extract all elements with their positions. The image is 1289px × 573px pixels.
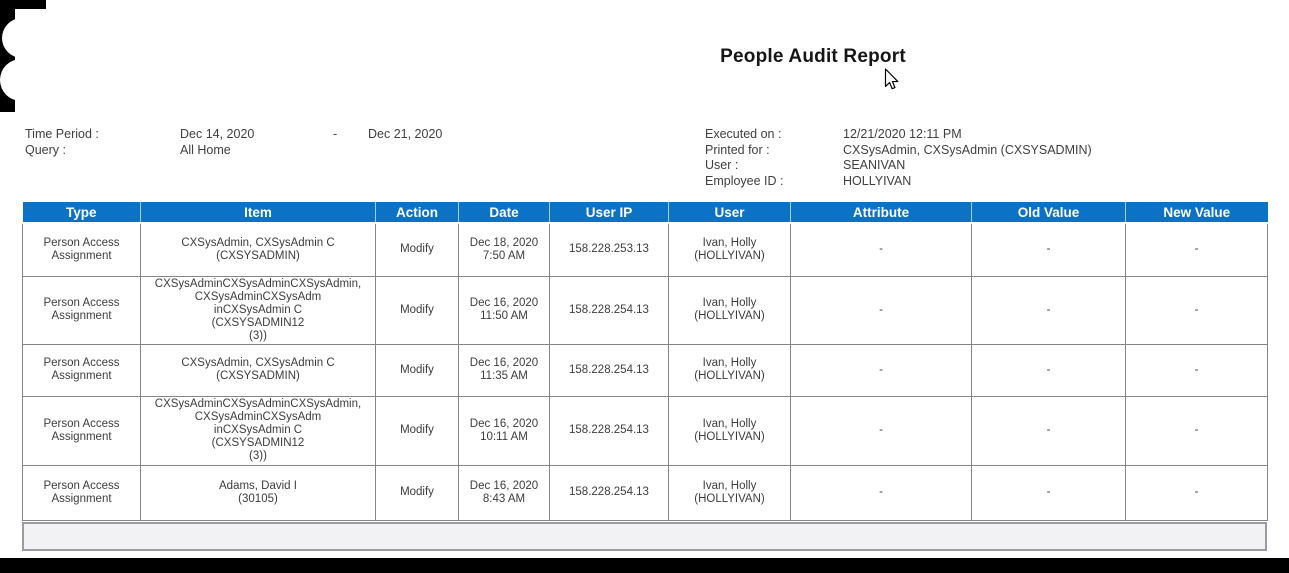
cell-old-value: - [971,275,1126,345]
cell-user: Ivan, Holly (HOLLYIVAN) [668,395,791,466]
cell-user-ip: 158.228.254.13 [549,464,669,521]
user-row: User : SEANIVAN [705,158,1092,174]
printed-for-row: Printed for : CXSysAdmin, CXSysAdmin (CX… [705,143,1092,159]
table-row: Person Access Assignment CXSysAdmin, CXS… [22,343,1268,397]
query-value: All Home [180,142,231,157]
cell-old-value: - [971,395,1126,466]
cell-user-ip: 158.228.254.13 [549,275,669,345]
column-header-attribute: Attribute [790,202,972,224]
column-header-old-value: Old Value [971,202,1126,224]
cell-new-value: - [1125,222,1268,277]
query-row: Query : All Home [25,143,442,159]
report-meta-left: Time Period : Dec 14, 2020 - Dec 21, 202… [25,127,442,158]
column-header-date: Date [458,202,550,224]
cell-date: Dec 16, 2020 10:11 AM [458,395,550,466]
table-row: Person Access Assignment Adams, David I … [22,464,1268,521]
cell-action: Modify [375,464,459,521]
cell-item: Adams, David I (30105) [140,464,376,521]
time-period-from: Dec 14, 2020 [180,127,255,141]
cell-item: CXSysAdminCXSysAdminCXSysAdmin, CXSysAdm… [140,275,376,345]
printed-for-value: CXSysAdmin, CXSysAdmin (CXSYSADMIN) [843,142,1092,157]
executed-on-row: Executed on : 12/21/2020 12:11 PM [705,127,1092,143]
cell-type: Person Access Assignment [22,343,141,397]
column-header-new-value: New Value [1125,202,1268,224]
cell-new-value: - [1125,464,1268,521]
cell-date: Dec 18, 2020 7:50 AM [458,222,550,277]
employee-id-label: Employee ID : [705,173,784,188]
column-header-user-ip: User IP [549,202,669,224]
cell-old-value: - [971,464,1126,521]
column-header-action: Action [375,202,459,224]
cell-old-value: - [971,343,1126,397]
cell-attribute: - [790,222,972,277]
table-row: Person Access Assignment CXSysAdminCXSys… [22,395,1268,466]
column-header-user: User [668,202,791,224]
employee-id-value: HOLLYIVAN [843,173,912,188]
cell-item: CXSysAdmin, CXSysAdmin C (CXSYSADMIN) [140,222,376,277]
cell-user: Ivan, Holly (HOLLYIVAN) [668,464,791,521]
cell-action: Modify [375,275,459,345]
cell-action: Modify [375,343,459,397]
bottom-edge-decoration [0,558,1289,573]
cell-date: Dec 16, 2020 11:50 AM [458,275,550,345]
cell-date: Dec 16, 2020 8:43 AM [458,464,550,521]
cell-date: Dec 16, 2020 11:35 AM [458,343,550,397]
cell-user: Ivan, Holly (HOLLYIVAN) [668,222,791,277]
cell-user-ip: 158.228.254.13 [549,343,669,397]
query-label: Query : [25,142,66,157]
executed-on-value: 12/21/2020 12:11 PM [843,127,962,141]
cell-attribute: - [790,275,972,345]
cell-new-value: - [1125,343,1268,397]
printed-for-label: Printed for : [705,142,770,157]
employee-id-row: Employee ID : HOLLYIVAN [705,174,1092,190]
cell-type: Person Access Assignment [22,275,141,345]
cell-user-ip: 158.228.254.13 [549,395,669,466]
column-header-type: Type [22,202,141,224]
cell-old-value: - [971,222,1126,277]
audit-table: Type Item Action Date User IP User Attri… [22,202,1268,521]
cell-user-ip: 158.228.253.13 [549,222,669,277]
time-period-row: Time Period : Dec 14, 2020 - Dec 21, 202… [25,127,442,143]
cell-new-value: - [1125,395,1268,466]
table-row: Person Access Assignment CXSysAdminCXSys… [22,275,1268,345]
executed-on-label: Executed on : [705,127,782,141]
table-header-row: Type Item Action Date User IP User Attri… [22,202,1268,224]
time-period-separator: - [333,127,338,141]
cell-type: Person Access Assignment [22,395,141,466]
report-meta-right: Executed on : 12/21/2020 12:11 PM Printe… [705,127,1092,189]
user-value: SEANIVAN [843,158,906,172]
cell-action: Modify [375,395,459,466]
cell-user: Ivan, Holly (HOLLYIVAN) [668,343,791,397]
time-period-to: Dec 21, 2020 [368,127,443,141]
cell-attribute: - [790,464,972,521]
cell-item: CXSysAdmin, CXSysAdmin C (CXSYSADMIN) [140,343,376,397]
user-label: User : [705,158,739,172]
cell-attribute: - [790,395,972,466]
report-footer-bar [22,522,1267,551]
cell-action: Modify [375,222,459,277]
table-row: Person Access Assignment CXSysAdmin, CXS… [22,222,1268,277]
mouse-cursor [884,68,899,90]
cell-type: Person Access Assignment [22,464,141,521]
cell-item: CXSysAdminCXSysAdminCXSysAdmin, CXSysAdm… [140,395,376,466]
page-curl-decoration [0,0,46,112]
cell-attribute: - [790,343,972,397]
cell-new-value: - [1125,275,1268,345]
time-period-label: Time Period : [25,127,99,141]
column-header-item: Item [140,202,376,224]
cell-user: Ivan, Holly (HOLLYIVAN) [668,275,791,345]
cell-type: Person Access Assignment [22,222,141,277]
page-title: People Audit Report [720,46,906,67]
